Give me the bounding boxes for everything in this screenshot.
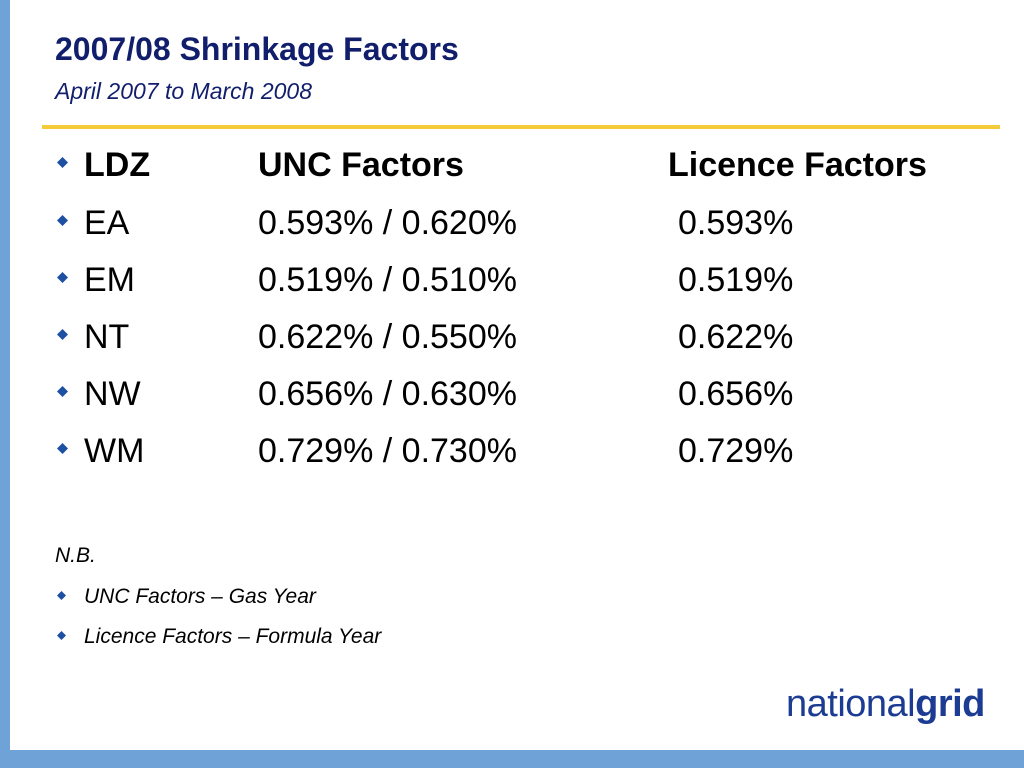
unc-factor-value: 0.622% / 0.550% — [258, 318, 517, 356]
ldz-code: EA — [84, 204, 130, 242]
diamond-bullet-icon — [57, 443, 68, 454]
unc-factor-value: 0.656% / 0.630% — [258, 375, 517, 413]
ldz-code: NW — [84, 375, 141, 413]
table-row: EA 0.593% / 0.620% 0.593% — [0, 203, 1024, 243]
table-row: WM 0.729% / 0.730% 0.729% — [0, 431, 1024, 471]
slide-title: 2007/08 Shrinkage Factors — [55, 31, 459, 67]
national-grid-logo: nationalgrid — [786, 682, 985, 726]
diamond-bullet-icon — [57, 215, 68, 226]
diamond-bullet-icon — [57, 386, 68, 397]
diamond-bullet-icon — [57, 631, 66, 640]
table-header-row: LDZ UNC Factors Licence Factors — [0, 145, 1024, 185]
diamond-bullet-icon — [57, 157, 68, 168]
header-ldz: LDZ — [84, 146, 151, 184]
ldz-code: EM — [84, 261, 135, 299]
header-unc-factors: UNC Factors — [258, 146, 464, 184]
note-text: UNC Factors – Gas Year — [84, 585, 316, 608]
diamond-bullet-icon — [57, 591, 66, 600]
note-text: Licence Factors – Formula Year — [84, 625, 382, 648]
table-row: NT 0.622% / 0.550% 0.622% — [0, 317, 1024, 357]
logo-text-national: national — [786, 683, 916, 725]
licence-factor-value: 0.593% — [678, 204, 794, 242]
licence-factor-value: 0.622% — [678, 318, 794, 356]
table-row: NW 0.656% / 0.630% 0.656% — [0, 374, 1024, 414]
diamond-bullet-icon — [57, 272, 68, 283]
ldz-code: WM — [84, 432, 145, 470]
left-accent-bar — [0, 0, 10, 768]
header-licence-factors: Licence Factors — [668, 146, 927, 184]
note-item: Licence Factors – Formula Year — [0, 623, 1024, 651]
ldz-code: NT — [84, 318, 130, 356]
slide-subtitle: April 2007 to March 2008 — [55, 78, 312, 104]
bottom-accent-bar — [0, 750, 1024, 768]
table-row: EM 0.519% / 0.510% 0.519% — [0, 260, 1024, 300]
licence-factor-value: 0.656% — [678, 375, 794, 413]
notes-label: N.B. — [55, 544, 96, 567]
unc-factor-value: 0.729% / 0.730% — [258, 432, 517, 470]
licence-factor-value: 0.519% — [678, 261, 794, 299]
unc-factor-value: 0.593% / 0.620% — [258, 204, 517, 242]
note-item: UNC Factors – Gas Year — [0, 583, 1024, 611]
licence-factor-value: 0.729% — [678, 432, 794, 470]
unc-factor-value: 0.519% / 0.510% — [258, 261, 517, 299]
title-divider — [42, 125, 1000, 129]
diamond-bullet-icon — [57, 329, 68, 340]
logo-text-grid: grid — [915, 683, 985, 725]
